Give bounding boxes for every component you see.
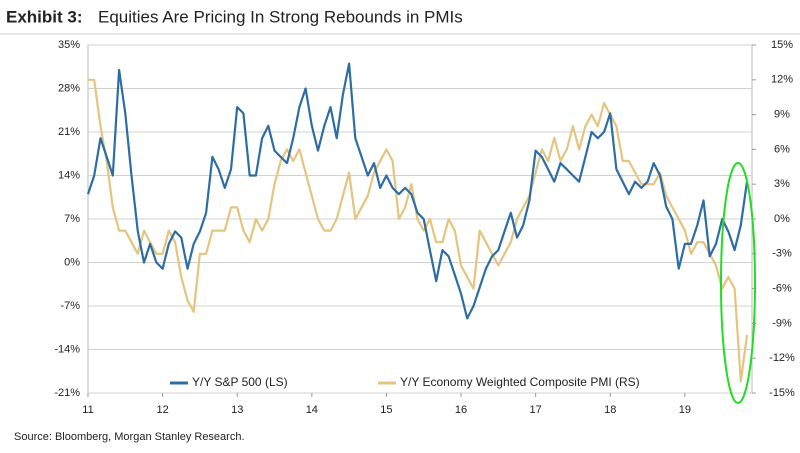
- chart-title-label: Exhibit 3:: [6, 7, 83, 26]
- x-tick-label: 15: [380, 404, 392, 416]
- y2-tick-label: 0%: [774, 213, 790, 225]
- y2-tick-label: 3%: [774, 178, 790, 190]
- y2-tick-label: -15%: [769, 387, 795, 399]
- legend-label: Y/Y S&P 500 (LS): [192, 375, 288, 389]
- x-tick-label: 13: [231, 404, 243, 416]
- y-tick-label: 0%: [64, 256, 80, 268]
- chart-title: Equities Are Pricing In Strong Rebounds …: [98, 7, 463, 26]
- y2-tick-label: -12%: [769, 352, 795, 364]
- y2-tick-label: -3%: [772, 248, 792, 260]
- y2-tick-label: -6%: [772, 283, 792, 295]
- y2-tick-label: 15%: [771, 39, 793, 51]
- x-tick-label: 16: [455, 404, 467, 416]
- x-tick-label: 17: [530, 404, 542, 416]
- x-tick-label: 11: [82, 404, 93, 416]
- y2-tick-label: -9%: [772, 317, 792, 329]
- legend-label: Y/Y Economy Weighted Composite PMI (RS): [400, 375, 640, 389]
- highlight-ellipse: [720, 162, 756, 404]
- x-tick-label: 12: [156, 404, 168, 416]
- y-tick-label: 28%: [58, 82, 80, 94]
- y-tick-label: 21%: [58, 126, 80, 138]
- series-line: [86, 62, 749, 320]
- series-line: [88, 78, 749, 383]
- y-tick-label: -14%: [54, 343, 80, 355]
- x-tick-label: 14: [306, 404, 318, 416]
- x-tick-label: 19: [679, 404, 691, 416]
- y2-tick-label: 9%: [774, 109, 790, 121]
- y-tick-label: 35%: [58, 39, 80, 51]
- y-tick-label: 7%: [64, 213, 80, 225]
- y2-tick-label: 6%: [774, 143, 790, 155]
- y2-tick-label: 12%: [771, 74, 793, 86]
- plot: -21% -14% -7% 0% 7% 14% 21% 28% 35% -15% -12% -9% -6…: [54, 39, 795, 416]
- y-tick-label: 14%: [58, 169, 80, 181]
- source: Source: Bloomberg, Morgan Stanley Resear…: [14, 431, 245, 443]
- y-tick-label: -21%: [54, 387, 80, 399]
- x-tick-label: 18: [604, 404, 616, 416]
- y-tick-label: -7%: [60, 300, 80, 312]
